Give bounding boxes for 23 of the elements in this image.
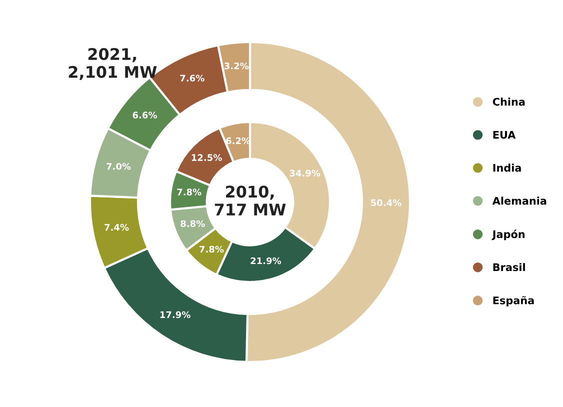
data-label: 7.8% bbox=[177, 188, 202, 196]
data-label: 6.6% bbox=[132, 112, 157, 118]
data-label: 17.9% bbox=[160, 311, 190, 318]
data-label: 6.2% bbox=[226, 137, 250, 144]
data-label: 21.9% bbox=[250, 257, 282, 264]
slice-label: 2021, 2,101 MW bbox=[68, 48, 157, 80]
legend-label: China bbox=[492, 98, 525, 106]
legend-label: Brasil bbox=[493, 263, 525, 272]
data-label: 50.4% bbox=[371, 199, 402, 206]
data-label: 34.9% bbox=[290, 170, 320, 177]
data-label: 7.8% bbox=[200, 246, 224, 253]
data-label: 7.6% bbox=[180, 74, 204, 82]
legend-label: Japón bbox=[492, 230, 524, 240]
legend-label: España bbox=[493, 296, 534, 306]
legend-label: EUA bbox=[493, 130, 516, 139]
legend-label: Alemania bbox=[492, 196, 546, 205]
data-label: 3.2% bbox=[224, 62, 249, 70]
data-label: 7.0% bbox=[106, 162, 131, 170]
slice-label: 2010, 717 MW bbox=[214, 186, 286, 216]
data-label: 12.5% bbox=[192, 154, 222, 161]
data-label: 7.4% bbox=[104, 224, 129, 231]
legend-label: India bbox=[493, 164, 521, 172]
data-label: 8.8% bbox=[180, 220, 205, 228]
